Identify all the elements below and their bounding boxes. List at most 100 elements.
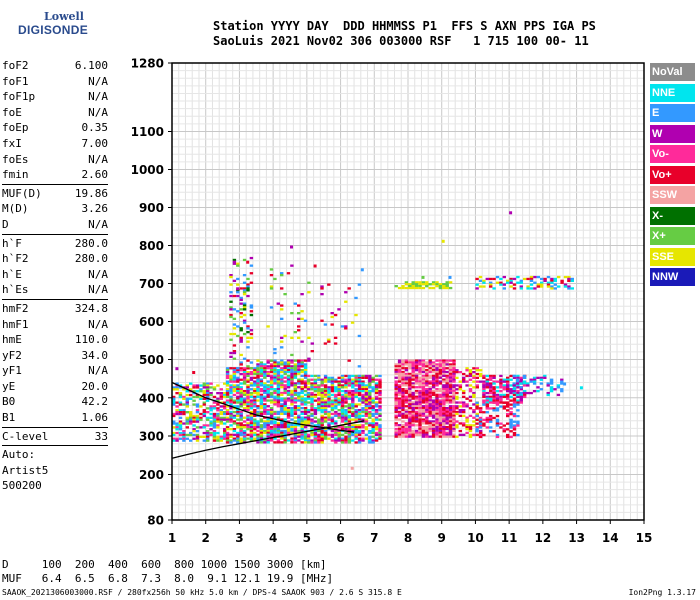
echo-point [479, 431, 483, 435]
echo-point [242, 274, 247, 277]
echo-point [428, 399, 432, 402]
echo-point [340, 380, 345, 383]
echo-point [448, 408, 453, 412]
echo-point [445, 414, 449, 417]
param-value: 7.00 [81, 136, 109, 150]
echo-point [263, 405, 267, 408]
echo-point [401, 416, 405, 419]
echo-point [313, 441, 318, 444]
echo-point [354, 382, 358, 385]
echo-point [290, 441, 294, 444]
echo-point [333, 313, 338, 317]
echo-point [320, 390, 324, 393]
echo-point [323, 323, 328, 326]
echo-point [225, 441, 230, 444]
outlier-point [579, 386, 583, 390]
echo-point [570, 279, 574, 282]
echo-point [323, 433, 328, 436]
echo-point [421, 370, 426, 374]
echo-point [249, 395, 254, 398]
echo-point [397, 361, 402, 364]
echo-point [397, 374, 402, 377]
echo-point [178, 412, 183, 416]
echo-point [199, 397, 203, 400]
echo-point [195, 395, 200, 399]
echo-point [364, 437, 369, 440]
echo-point [223, 411, 227, 414]
echo-point [509, 422, 513, 425]
echo-point [337, 429, 341, 433]
echo-point [448, 422, 453, 425]
echo-point [351, 384, 355, 387]
echo-point [175, 384, 179, 387]
echo-point [269, 416, 274, 419]
echo-point [334, 393, 338, 397]
echo-point [283, 372, 287, 376]
echo-point [280, 346, 284, 349]
echo-point [509, 391, 513, 395]
echo-point [259, 410, 264, 414]
echo-point [297, 370, 301, 374]
echo-point [408, 382, 412, 385]
echo-point [320, 431, 324, 435]
echo-point [404, 389, 409, 393]
echo-point [172, 386, 176, 389]
echo-point [337, 391, 341, 395]
echo-point [317, 439, 321, 442]
echo-point [229, 291, 233, 294]
echo-point [516, 281, 520, 284]
param-row: foF1p N/A [2, 89, 108, 105]
echo-point [442, 431, 446, 434]
echo-point [273, 429, 277, 433]
echo-point [246, 374, 250, 378]
param-name: yF1 [2, 364, 22, 378]
echo-point [404, 414, 409, 417]
echo-point [475, 412, 479, 416]
echo-point [512, 405, 517, 408]
echo-point [408, 361, 412, 364]
echo-point [300, 363, 304, 366]
echo-point [351, 418, 355, 421]
echo-point [175, 409, 179, 412]
echo-point [310, 378, 314, 381]
echo-point [242, 416, 247, 419]
echo-point [239, 428, 243, 431]
echo-point [239, 388, 243, 391]
echo-point [256, 378, 260, 381]
echo-point [229, 418, 233, 421]
echo-point [273, 351, 277, 355]
echo-point [509, 435, 513, 439]
param-value: 324.8 [74, 301, 108, 315]
echo-point [232, 279, 237, 282]
echo-point [397, 405, 402, 408]
echo-point [364, 420, 369, 423]
echo-point [354, 431, 358, 435]
echo-point [516, 374, 520, 378]
echo-point [290, 424, 294, 427]
echo-point [263, 426, 267, 429]
echo-point [351, 403, 355, 406]
echo-point [330, 429, 335, 433]
echo-point [313, 386, 318, 389]
echo-point [306, 391, 311, 395]
echo-point [425, 416, 429, 419]
header-line-2: SaoLuis 2021 Nov02 306 003000 RSF 1 715 … [213, 34, 589, 48]
echo-point [425, 435, 429, 438]
echo-point [297, 361, 301, 364]
echo-point [408, 424, 412, 427]
echo-point [249, 310, 254, 313]
echo-point [256, 363, 260, 366]
echo-point [442, 397, 446, 400]
echo-point [273, 427, 277, 431]
echo-point [344, 390, 348, 393]
param-name: foF1p [2, 90, 36, 104]
echo-point [259, 369, 264, 372]
echo-point [229, 338, 233, 341]
echo-point [435, 365, 439, 368]
echo-point [340, 325, 345, 328]
echo-point [354, 426, 358, 429]
echo-point [475, 386, 479, 389]
echo-point [216, 437, 220, 440]
echo-point [448, 414, 453, 417]
echo-point [229, 391, 233, 395]
